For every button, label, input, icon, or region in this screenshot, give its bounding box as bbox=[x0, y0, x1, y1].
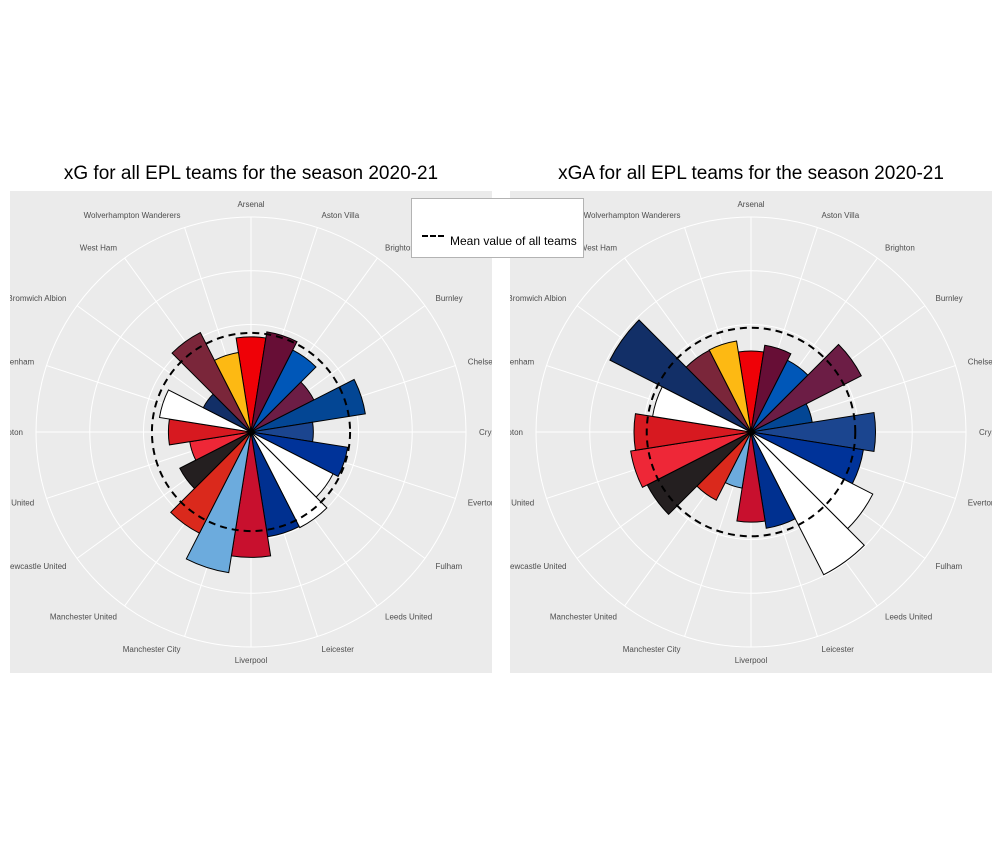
bar-aston-villa bbox=[750, 344, 792, 433]
category-label-newcastle-united: Newcastle United bbox=[510, 562, 567, 571]
category-label-liverpool: Liverpool bbox=[735, 656, 768, 665]
xg-chart-title: xG for all EPL teams for the season 2020… bbox=[63, 163, 439, 184]
category-label-crystal-palace: Crystal Palace bbox=[479, 428, 492, 437]
category-label-everton: Everton bbox=[968, 499, 992, 508]
category-label-fulham: Fulham bbox=[436, 562, 463, 571]
category-label-west-bromwich-albion: West Bromwich Albion bbox=[10, 294, 67, 303]
category-label-southampton: Southampton bbox=[10, 428, 23, 437]
category-label-chelsea: Chelsea bbox=[468, 358, 492, 367]
bar-liverpool bbox=[736, 431, 766, 523]
category-label-arsenal: Arsenal bbox=[237, 200, 264, 209]
legend-label: Mean value of all teams bbox=[450, 234, 577, 248]
category-label-southampton: Southampton bbox=[510, 428, 523, 437]
category-label-wolverhampton-wanderers: Wolverhampton Wanderers bbox=[584, 211, 681, 220]
category-label-west-bromwich-albion: West Bromwich Albion bbox=[510, 294, 567, 303]
legend-mean-dash-key bbox=[422, 235, 444, 237]
bar-manchester-united bbox=[169, 431, 252, 534]
category-label-manchester-united: Manchester United bbox=[550, 613, 617, 622]
xg-polar-chart: Arsenal Aston Villa Brighton Burnley Chelsea… bbox=[10, 191, 492, 673]
category-label-wolverhampton-wanderers: Wolverhampton Wanderers bbox=[84, 211, 181, 220]
category-label-tottenham: Tottenham bbox=[510, 358, 535, 367]
bar-west-ham bbox=[171, 331, 252, 433]
bar-everton bbox=[250, 431, 349, 478]
category-label-aston-villa: Aston Villa bbox=[822, 211, 860, 220]
category-label-fulham: Fulham bbox=[936, 562, 963, 571]
category-label-crystal-palace: Crystal Palace bbox=[979, 428, 992, 437]
bar-tottenham bbox=[158, 389, 252, 433]
bar-southampton bbox=[633, 413, 752, 451]
category-label-brighton: Brighton bbox=[385, 244, 415, 253]
bar-wolverhampton-wanderers bbox=[213, 351, 252, 433]
category-label-burnley: Burnley bbox=[436, 294, 463, 303]
category-label-tottenham: Tottenham bbox=[10, 358, 35, 367]
bar-aston-villa bbox=[250, 331, 298, 433]
bar-burnley bbox=[750, 343, 862, 433]
bar-leeds-united bbox=[750, 431, 865, 576]
category-label-sheffield-united: Sheffield United bbox=[510, 499, 534, 508]
category-label-manchester-united: Manchester United bbox=[50, 613, 117, 622]
category-label-manchester-city: Manchester City bbox=[123, 645, 181, 654]
category-label-burnley: Burnley bbox=[936, 294, 963, 303]
bar-wolverhampton-wanderers bbox=[708, 340, 752, 433]
bar-west-bromwich-albion bbox=[609, 319, 752, 433]
category-label-sheffield-united: Sheffield United bbox=[10, 499, 34, 508]
category-label-west-ham: West Ham bbox=[80, 244, 118, 253]
category-label-arsenal: Arsenal bbox=[737, 200, 764, 209]
category-label-brighton: Brighton bbox=[885, 244, 915, 253]
category-label-liverpool: Liverpool bbox=[235, 656, 268, 665]
mean-circle bbox=[645, 326, 857, 538]
bar-leicester bbox=[750, 431, 796, 529]
bar-crystal-palace bbox=[750, 411, 876, 453]
category-label-everton: Everton bbox=[468, 499, 492, 508]
bar-sheffield-united bbox=[630, 431, 752, 488]
category-label-leicester: Leicester bbox=[822, 645, 855, 654]
category-label-leeds-united: Leeds United bbox=[885, 613, 932, 622]
category-label-leeds-united: Leeds United bbox=[385, 613, 432, 622]
xga-polar-chart: Arsenal Aston Villa Brighton Burnley Chelsea… bbox=[510, 191, 992, 673]
bar-newcastle-united bbox=[179, 431, 252, 490]
bar-chelsea bbox=[250, 378, 366, 433]
category-label-aston-villa: Aston Villa bbox=[322, 211, 360, 220]
category-label-chelsea: Chelsea bbox=[968, 358, 992, 367]
bar-brighton bbox=[250, 349, 317, 433]
category-label-leicester: Leicester bbox=[322, 645, 355, 654]
bar-manchester-city bbox=[185, 431, 252, 574]
bar-leeds-united bbox=[250, 431, 328, 529]
category-label-manchester-city: Manchester City bbox=[623, 645, 681, 654]
mean-circle bbox=[150, 331, 352, 533]
legend: Mean value of all teams bbox=[411, 198, 584, 258]
category-label-west-ham: West Ham bbox=[580, 244, 618, 253]
xga-chart-title: xGA for all EPL teams for the season 202… bbox=[558, 163, 944, 184]
category-label-newcastle-united: Newcastle United bbox=[10, 562, 67, 571]
